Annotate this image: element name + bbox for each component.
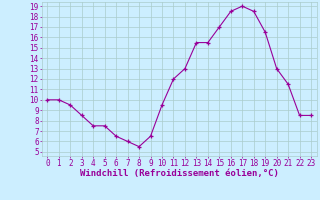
X-axis label: Windchill (Refroidissement éolien,°C): Windchill (Refroidissement éolien,°C) [80,169,279,178]
